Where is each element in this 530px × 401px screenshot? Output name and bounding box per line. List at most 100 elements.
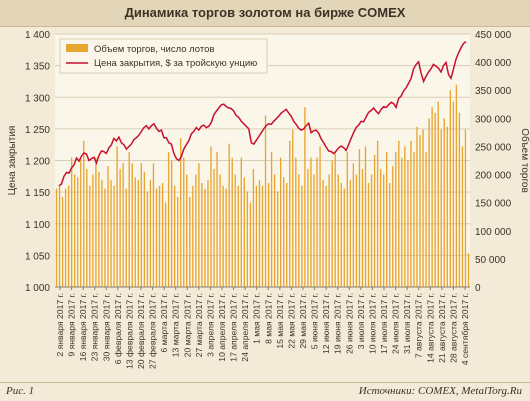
volume-bar (92, 174, 94, 287)
x-tick-label: 20 марта 2017 г. (182, 293, 192, 357)
volume-bar (289, 140, 291, 287)
y-right-tick-label: 400 000 (475, 58, 512, 69)
volume-bar (401, 157, 403, 287)
x-tick-label: 9 января 2017 г. (67, 293, 77, 357)
legend-swatch-bars (66, 44, 88, 52)
volume-bar (319, 146, 321, 287)
y-left-tick-label: 1 350 (25, 62, 50, 73)
volume-bar (173, 185, 176, 287)
x-tick-label: 13 февраля 2017 г. (124, 293, 134, 369)
volume-bar (95, 157, 97, 287)
volume-bar (458, 112, 461, 287)
volume-bar (155, 188, 158, 287)
volume-bar (61, 197, 64, 287)
x-tick-label: 26 июня 2017 г. (344, 293, 354, 354)
volume-bar (349, 180, 352, 287)
legend-box (59, 38, 268, 74)
volume-bar (80, 157, 82, 287)
volume-bar (204, 188, 206, 287)
x-tick-label: 27 февраля 2017 г. (148, 293, 158, 369)
volume-bar (273, 174, 276, 287)
volume-bar (455, 84, 458, 287)
price-line (58, 41, 467, 187)
x-tick-label: 3 апреля 2017 г. (205, 293, 215, 357)
volume-bar (392, 166, 394, 287)
volume-bar (398, 140, 400, 287)
volume-bar (316, 157, 318, 287)
volume-bar (222, 185, 224, 287)
volume-bar (328, 174, 330, 287)
legend-label-line: Цена закрытия, $ за тройскую унцию (94, 58, 257, 69)
volume-bar (364, 146, 367, 287)
volume-bar (446, 126, 448, 288)
volume-bar (334, 152, 336, 287)
volume-bar (428, 118, 430, 287)
volume-bar (255, 185, 258, 287)
footer-divider (0, 382, 530, 383)
volume-bar (352, 163, 355, 287)
volume-bar (143, 171, 146, 287)
volume-bar (322, 180, 324, 287)
source-note: Источники: COMEX, MetalTorg.Ru (358, 385, 522, 397)
volume-bar (119, 168, 121, 287)
x-tick-label: 21 августа 2017 г. (437, 293, 447, 363)
volume-bar (107, 166, 109, 287)
y-left-tick-label: 1 150 (25, 188, 50, 199)
x-tick-label: 28 августа 2017 г. (448, 293, 458, 363)
volume-bar (67, 185, 70, 287)
volume-bar (331, 160, 333, 287)
volume-bar (379, 168, 382, 287)
volume-bar (270, 152, 273, 287)
legend-label-bars: Объем торгов, число лотов (94, 44, 214, 55)
volume-bar (234, 174, 236, 287)
volume-bar (416, 126, 418, 288)
y-right-tick-label: 450 000 (475, 30, 512, 41)
x-tick-label: 22 мая 2017 г. (286, 293, 296, 349)
x-tick-label: 13 марта 2017 г. (171, 293, 181, 357)
volume-bar (55, 188, 58, 287)
volume-bar (298, 174, 300, 287)
volume-bar (301, 185, 303, 287)
volume-bar (382, 174, 385, 287)
y-right-tick-label: 50 000 (475, 255, 506, 266)
y-left-tick-label: 1 200 (25, 157, 50, 168)
volume-bar (146, 191, 149, 287)
y-right-tick-label: 100 000 (475, 227, 512, 238)
volume-bar (355, 174, 358, 287)
volume-bar (346, 152, 348, 287)
volume-bar (443, 118, 445, 287)
volume-bar (137, 180, 139, 287)
x-tick-label: 24 апреля 2017 г. (240, 293, 250, 362)
x-tick-label: 23 января 2017 г. (90, 293, 100, 361)
x-tick-label: 12 июня 2017 г. (321, 293, 331, 354)
chart-title: Динамика торгов золотом на бирже COMEX (124, 5, 406, 20)
volume-bar (307, 168, 309, 287)
x-tick-label: 4 сентября 2017 г. (460, 293, 470, 365)
volume-bar (419, 135, 421, 287)
volume-bar (440, 129, 442, 287)
volume-bar (240, 157, 242, 287)
volume-bar (407, 160, 409, 287)
x-tick-label: 31 июля 2017 г. (402, 293, 412, 354)
volume-bar (410, 140, 412, 287)
volume-bar (264, 115, 267, 288)
volume-bar (170, 160, 173, 287)
volume-bar (140, 163, 143, 287)
y-right-tick-label: 300 000 (475, 114, 512, 125)
volume-bar (286, 182, 288, 287)
volume-bar (228, 143, 230, 287)
volume-bar (158, 185, 161, 287)
x-tick-label: 17 июля 2017 г. (379, 293, 389, 354)
volume-bar (389, 182, 391, 287)
volume-bar (373, 154, 376, 287)
volume-bar (116, 146, 118, 287)
volume-bar (101, 180, 103, 287)
volume-bar (64, 188, 67, 287)
volume-bar (131, 163, 133, 287)
volume-bar (343, 188, 345, 287)
y-left-tick-label: 1 300 (25, 93, 50, 104)
x-tick-label: 2 января 2017 г. (55, 293, 65, 357)
volume-bar (252, 168, 255, 287)
volume-bar (304, 107, 306, 287)
volume-bar (183, 157, 185, 287)
